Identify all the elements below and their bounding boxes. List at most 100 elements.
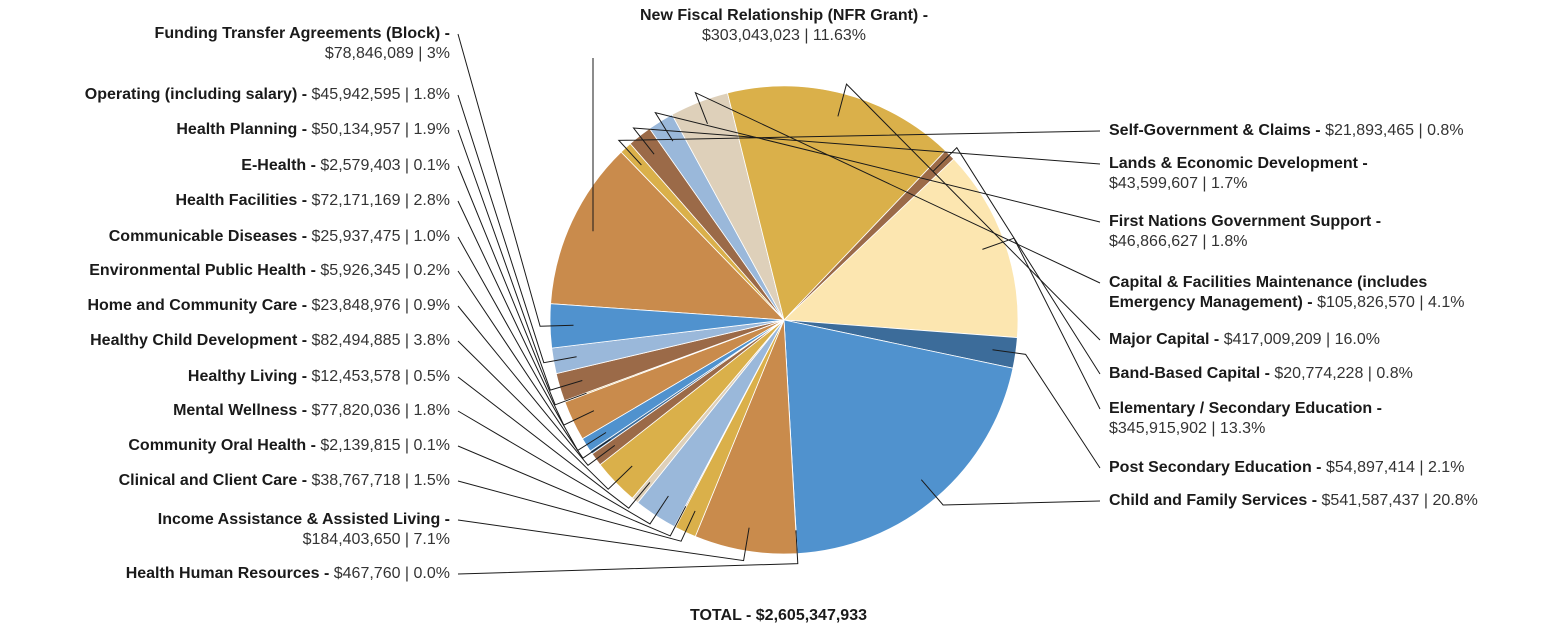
slice-value: $45,942,595 | 1.8% (311, 86, 451, 103)
slice-value: $12,453,578 | 0.5% (311, 368, 451, 385)
leader-line-child-and-family-services (920, 479, 1101, 506)
slice-label-child-and-family-services: Child and Family Services - $541,587,437… (1109, 491, 1478, 511)
slice-name: Communicable Diseases - (108, 228, 308, 245)
slice-label-income-assistance-assisted-living: Income Assistance & Assisted Living - $18… (158, 510, 450, 550)
slice-name: Community Oral Health - (128, 437, 316, 454)
slice-value: $46,866,627 | 1.8% (1109, 233, 1248, 250)
leader-line-environmental-public-health (457, 270, 611, 459)
slice-name: First Nations Government Support - (1109, 213, 1382, 230)
slice-name: Clinical and Client Care - (118, 472, 308, 489)
slice-value: $303,043,023 | 11.63% (702, 27, 866, 44)
slice-value: $50,134,957 | 1.9% (311, 121, 451, 138)
slice-value: $21,893,465 | 0.8% (1325, 122, 1464, 139)
slice-value: $184,403,650 | 7.1% (302, 531, 450, 548)
slice-label-post-secondary-education: Post Secondary Education - $54,897,414 |… (1109, 458, 1464, 478)
leader-line-lands-economic-development (632, 127, 1101, 165)
slice-label-environmental-public-health: Environmental Public Health - $5,926,345… (89, 261, 450, 281)
leader-line-clinical-and-client-care (457, 480, 696, 542)
leader-line-home-and-community-care (457, 305, 616, 466)
slice-value: $2,579,403 | 0.1% (320, 157, 450, 174)
slice-label-mental-wellness: Mental Wellness - $77,820,036 | 1.8% (173, 401, 450, 421)
slice-name: Environmental Public Health - (89, 262, 316, 279)
slice-label-communicable-diseases: Communicable Diseases - $25,937,475 | 1.… (109, 227, 450, 247)
slice-label-healthy-child-development: Healthy Child Development - $82,494,885 … (90, 331, 450, 351)
slice-name: Home and Community Care - (87, 297, 308, 314)
slice-name: E-Health - (241, 157, 316, 174)
slice-label-clinical-and-client-care: Clinical and Client Care - $38,767,718 |… (119, 471, 450, 491)
slice-name: Capital & Facilities Maintenance (includ… (1109, 274, 1428, 311)
slice-name: Child and Family Services - (1109, 492, 1318, 509)
slice-label-lands-economic-development: Lands & Economic Development - $43,599,60… (1109, 154, 1368, 194)
slice-label-major-capital: Major Capital - $417,009,209 | 16.0% (1109, 330, 1380, 350)
slice-value: $72,171,169 | 2.8% (311, 192, 451, 209)
slice-name: Mental Wellness - (173, 402, 308, 419)
slice-name: Lands & Economic Development - (1109, 155, 1368, 172)
slice-name: Post Secondary Education - (1109, 459, 1322, 476)
slice-label-healthy-living: Healthy Living - $12,453,578 | 0.5% (188, 367, 450, 387)
leader-line-e-health (457, 165, 587, 406)
leader-line-healthy-child-development (457, 340, 633, 490)
slice-value: $105,826,570 | 4.1% (1317, 294, 1465, 311)
slice-name: Major Capital - (1109, 331, 1220, 348)
slice-value: $38,767,718 | 1.5% (311, 472, 451, 489)
slice-value: $541,587,437 | 20.8% (1321, 492, 1478, 509)
slice-value: $82,494,885 | 3.8% (311, 332, 451, 349)
slice-name: Self-Government & Claims - (1109, 122, 1321, 139)
slice-label-community-oral-health: Community Oral Health - $2,139,815 | 0.1… (128, 436, 450, 456)
leader-line-health-facilities (457, 200, 595, 426)
leader-line-community-oral-health (457, 445, 687, 537)
leader-line-self-government-claims (617, 130, 1101, 166)
slice-value: $43,599,607 | 1.7% (1109, 175, 1248, 192)
leader-line-first-nations-government-support (654, 111, 1101, 223)
leader-line-income-assistance-assisted-living (457, 519, 750, 562)
leader-line-healthy-living (457, 376, 651, 509)
leader-line-communicable-diseases (457, 236, 607, 452)
slice-value: $20,774,228 | 0.8% (1274, 365, 1413, 382)
slice-name: Health Facilities - (175, 192, 308, 209)
leader-line-mental-wellness (457, 410, 669, 525)
leader-line-major-capital (837, 83, 1101, 341)
slice-label-new-fiscal-relationship-nfr-grant: New Fiscal Relationship (NFR Grant) - $30… (534, 6, 1034, 46)
slice-name: Healthy Living - (187, 368, 308, 385)
leader-line-post-secondary-education (992, 349, 1101, 469)
slice-label-health-planning: Health Planning - $50,134,957 | 1.9% (176, 120, 450, 140)
leader-line-health-human-resources (457, 530, 799, 575)
slice-value: $467,760 | 0.0% (333, 565, 450, 582)
slice-label-home-and-community-care: Home and Community Care - $23,848,976 | … (87, 296, 450, 316)
slice-label-self-government-claims: Self-Government & Claims - $21,893,465 |… (1109, 121, 1464, 141)
leader-line-health-planning (457, 129, 583, 391)
slice-name: Band-Based Capital - (1109, 365, 1270, 382)
slice-value: $54,897,414 | 2.1% (1325, 459, 1465, 476)
slice-name: Income Assistance & Assisted Living - (157, 511, 450, 528)
slice-value: $25,937,475 | 1.0% (311, 228, 451, 245)
leader-line-band-based-capital (932, 146, 1101, 375)
slice-label-elementary-secondary-education: Elementary / Secondary Education - $345,9… (1109, 399, 1382, 439)
slice-name: Elementary / Secondary Education - (1109, 400, 1382, 417)
slice-value: $5,926,345 | 0.2% (320, 262, 450, 279)
slice-value: $78,846,089 | 3% (324, 45, 450, 62)
slice-value: $417,009,209 | 16.0% (1223, 331, 1380, 348)
chart-total: TOTAL - $2,605,347,933 (690, 607, 867, 624)
leader-line-elementary-secondary-education (982, 237, 1101, 410)
slice-name: Funding Transfer Agreements (Block) - (154, 25, 450, 42)
slice-label-e-health: E-Health - $2,579,403 | 0.1% (241, 156, 450, 176)
slice-name: Operating (including salary) - (84, 86, 308, 103)
slice-name: Health Planning - (176, 121, 308, 138)
slice-label-band-based-capital: Band-Based Capital - $20,774,228 | 0.8% (1109, 364, 1413, 384)
leader-line-capital-facilities-maintenance-includes-emergency-management (694, 91, 1101, 284)
slice-name: Healthy Child Development - (90, 332, 308, 349)
slice-label-health-facilities: Health Facilities - $72,171,169 | 2.8% (175, 191, 450, 211)
pie-slice-new-fiscal-relationship-nfr-grant (550, 151, 786, 321)
slice-label-operating-including-salary: Operating (including salary) - $45,942,5… (85, 85, 450, 105)
slice-label-first-nations-government-support: First Nations Government Support - $46,86… (1109, 212, 1381, 252)
slice-value: $345,915,902 | 13.3% (1109, 420, 1266, 437)
slice-name: Health Human Resources - (125, 565, 330, 582)
slice-label-funding-transfer-agreements-block: Funding Transfer Agreements (Block) - $78… (155, 24, 450, 64)
slice-label-health-human-resources: Health Human Resources - $467,760 | 0.0% (126, 564, 450, 584)
slice-value: $77,820,036 | 1.8% (311, 402, 451, 419)
slice-name: New Fiscal Relationship (NFR Grant) - (639, 7, 929, 24)
slice-value: $23,848,976 | 0.9% (311, 297, 451, 314)
leader-line-operating-including-salary (457, 94, 577, 364)
